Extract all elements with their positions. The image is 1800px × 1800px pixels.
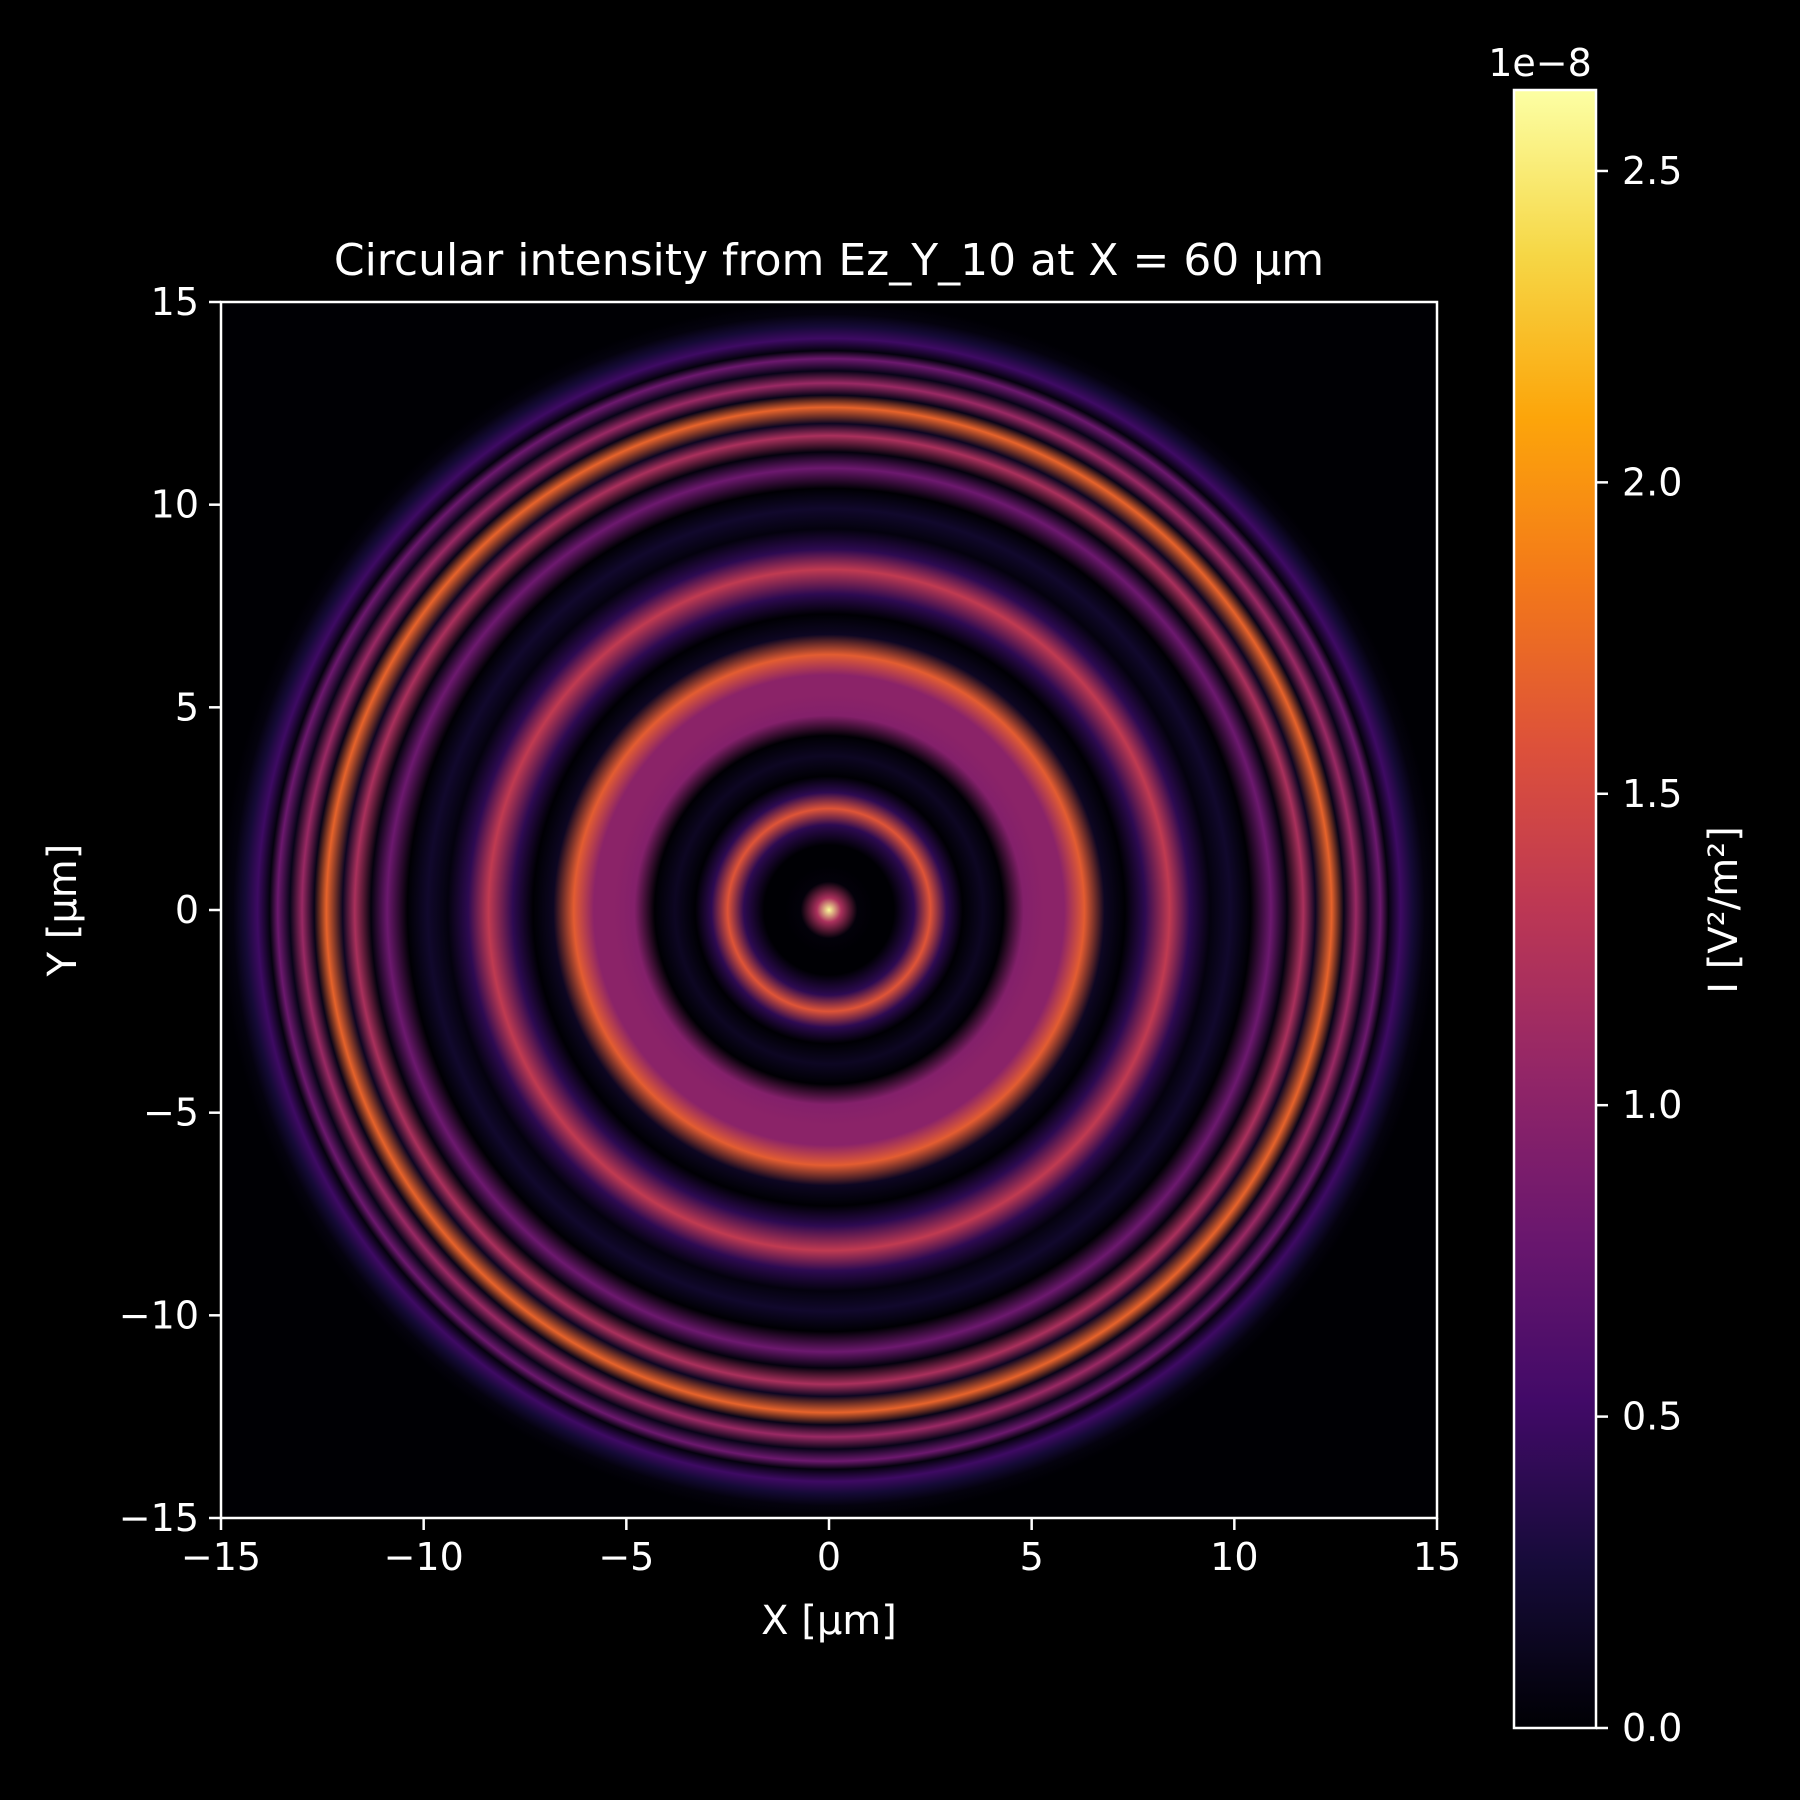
y-tick-label: 10 <box>151 483 199 527</box>
x-axis-ticks: −15 −10 −5 0 5 10 15 <box>181 1518 1461 1579</box>
heatmap-rings <box>221 302 1437 1518</box>
x-tick-label: 5 <box>1020 1535 1044 1579</box>
y-axis-label: Y [µm] <box>40 844 86 978</box>
y-tick-label: 0 <box>175 888 199 932</box>
colorbar-tick-label: 1.5 <box>1622 772 1682 816</box>
x-tick-label: 10 <box>1210 1535 1258 1579</box>
chart-title: Circular intensity from Ez_Y_10 at X = 6… <box>334 235 1324 286</box>
y-tick-label: 15 <box>151 280 199 324</box>
x-axis-label: X [µm] <box>761 1598 897 1644</box>
y-axis-ticks: −15 −10 −5 0 5 10 15 <box>119 280 221 1540</box>
colorbar-frame <box>1512 88 1598 1730</box>
colorbar-tick-label: 2.0 <box>1622 460 1682 504</box>
colorbar-label: I [V²/m²] <box>1701 826 1747 994</box>
colorbar-gradient <box>1514 90 1596 1728</box>
heatmap-image <box>221 302 1437 1518</box>
colorbar: 0.0 0.5 1.0 1.5 2.0 2.5 1e−8 I [V²/m²] <box>1488 41 1747 1750</box>
x-tick-label: −15 <box>181 1535 261 1579</box>
colorbar-offset-label: 1e−8 <box>1488 41 1592 85</box>
x-tick-label: −5 <box>598 1535 654 1579</box>
colorbar-tick-label: 2.5 <box>1622 149 1682 193</box>
colorbar-tick-label: 0.0 <box>1622 1706 1682 1750</box>
y-tick-label: −5 <box>143 1091 199 1135</box>
x-tick-label: 15 <box>1413 1535 1461 1579</box>
y-tick-label: 5 <box>175 685 199 729</box>
y-tick-label: −10 <box>119 1293 199 1337</box>
x-tick-label: −10 <box>384 1535 464 1579</box>
x-tick-label: 0 <box>817 1535 841 1579</box>
colorbar-tick-label: 0.5 <box>1622 1395 1682 1439</box>
colorbar-ticks: 0.0 0.5 1.0 1.5 2.0 2.5 <box>1596 149 1682 1750</box>
y-tick-label: −15 <box>119 1496 199 1540</box>
colorbar-tick-label: 1.0 <box>1622 1083 1682 1127</box>
